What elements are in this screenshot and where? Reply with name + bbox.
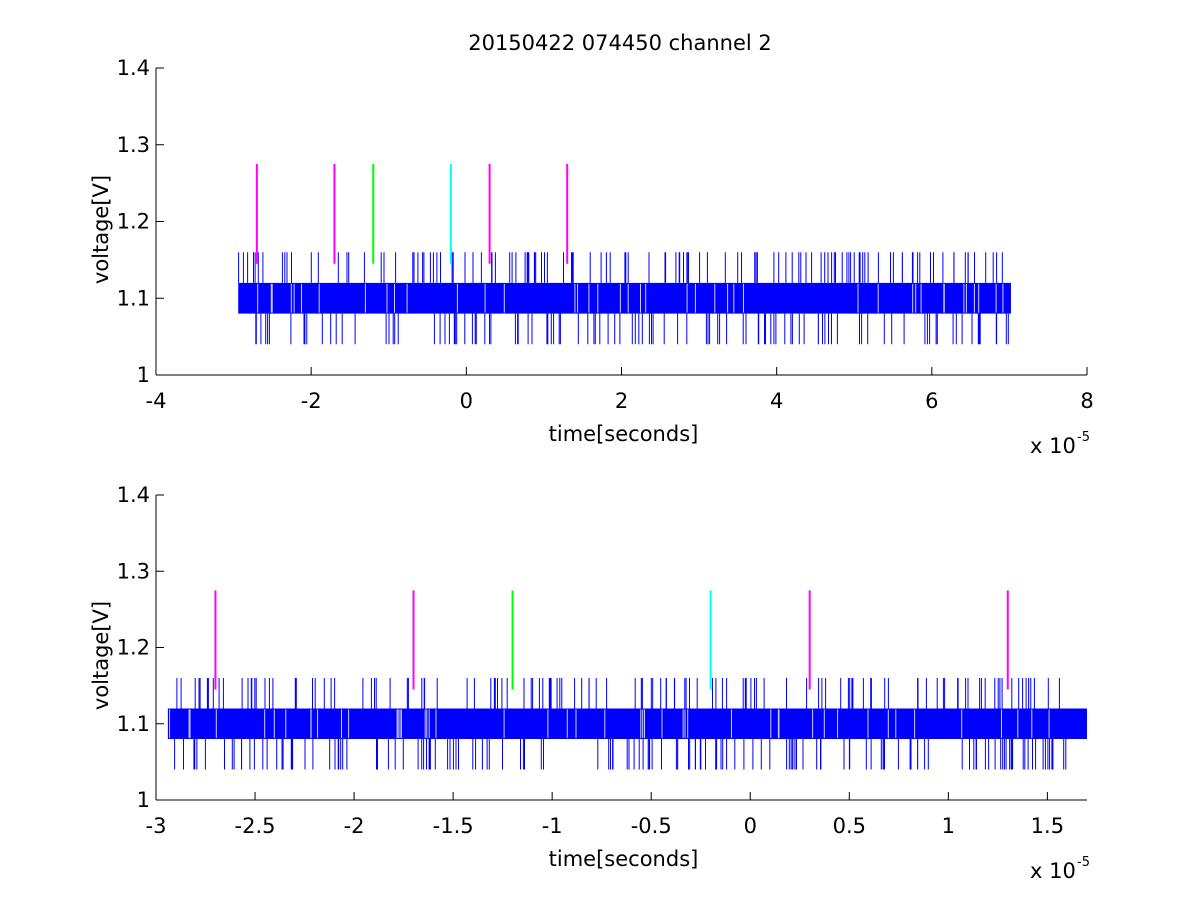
x-tick-label: -2.5 xyxy=(235,814,276,838)
signal-trace xyxy=(167,678,1087,770)
y-tick-label: 1.4 xyxy=(117,56,150,80)
x-tick-label: -2 xyxy=(301,389,322,413)
y-tick-label: 1 xyxy=(137,363,150,387)
x-tick-label: -1.5 xyxy=(433,814,474,838)
y-tick-label: 1.1 xyxy=(117,286,150,310)
x-tick-label: 6 xyxy=(925,389,938,413)
x-exponent-power: -5 xyxy=(1077,430,1090,445)
signal-band xyxy=(167,708,1087,739)
figure-title: 20150422 074450 channel 2 xyxy=(468,31,772,55)
signal-trace xyxy=(238,252,1011,345)
x-exponent-label: x 10 xyxy=(1030,434,1076,458)
y-tick-label: 1.2 xyxy=(117,210,150,234)
y-axis-label: voltage[V] xyxy=(89,601,113,710)
signal-gaps xyxy=(169,709,1050,738)
y-tick-label: 1.1 xyxy=(117,712,150,736)
axes-bottom: -3 -2.5 -2 -1.5 -1 -0.5 0 0.5 1 1.5 1 1.1 1.2 1.3 1.4 t… xyxy=(89,483,1090,883)
signal-gaps xyxy=(257,283,1004,313)
signal-spikes xyxy=(174,678,1067,770)
y-axis-label: voltage[V] xyxy=(89,175,113,284)
x-axis-label: time[seconds] xyxy=(549,422,699,446)
x-tick-label: 8 xyxy=(1080,389,1093,413)
x-exponent-power: -5 xyxy=(1077,855,1090,870)
x-tick-label: 1.5 xyxy=(1031,814,1064,838)
y-tick-label: 1.3 xyxy=(117,559,150,583)
x-tick-label: 0.5 xyxy=(833,814,866,838)
x-tick-label: -0.5 xyxy=(631,814,672,838)
y-tick-label: 1.4 xyxy=(117,483,150,507)
signal-band xyxy=(238,282,1011,314)
y-tick-label: 1 xyxy=(137,788,150,812)
x-tick-label: 0 xyxy=(460,389,473,413)
x-tick-label: -3 xyxy=(146,814,167,838)
axes-top: -4 -2 0 2 4 6 8 1 1.1 1.2 1.3 1.4 time[seconds] volta… xyxy=(89,56,1094,458)
x-tick-label: -2 xyxy=(344,814,365,838)
x-tick-label: -4 xyxy=(146,389,167,413)
x-tick-label: -1 xyxy=(542,814,563,838)
x-axis-label: time[seconds] xyxy=(549,847,699,871)
x-tick-label: 2 xyxy=(615,389,628,413)
signal-spikes xyxy=(238,252,1009,345)
x-tick-label: 1 xyxy=(942,814,955,838)
x-tick-label: 4 xyxy=(770,389,783,413)
x-exponent-label: x 10 xyxy=(1030,859,1076,883)
y-tick-label: 1.2 xyxy=(117,636,150,660)
y-tick-label: 1.3 xyxy=(117,133,150,157)
x-tick-label: 0 xyxy=(744,814,757,838)
